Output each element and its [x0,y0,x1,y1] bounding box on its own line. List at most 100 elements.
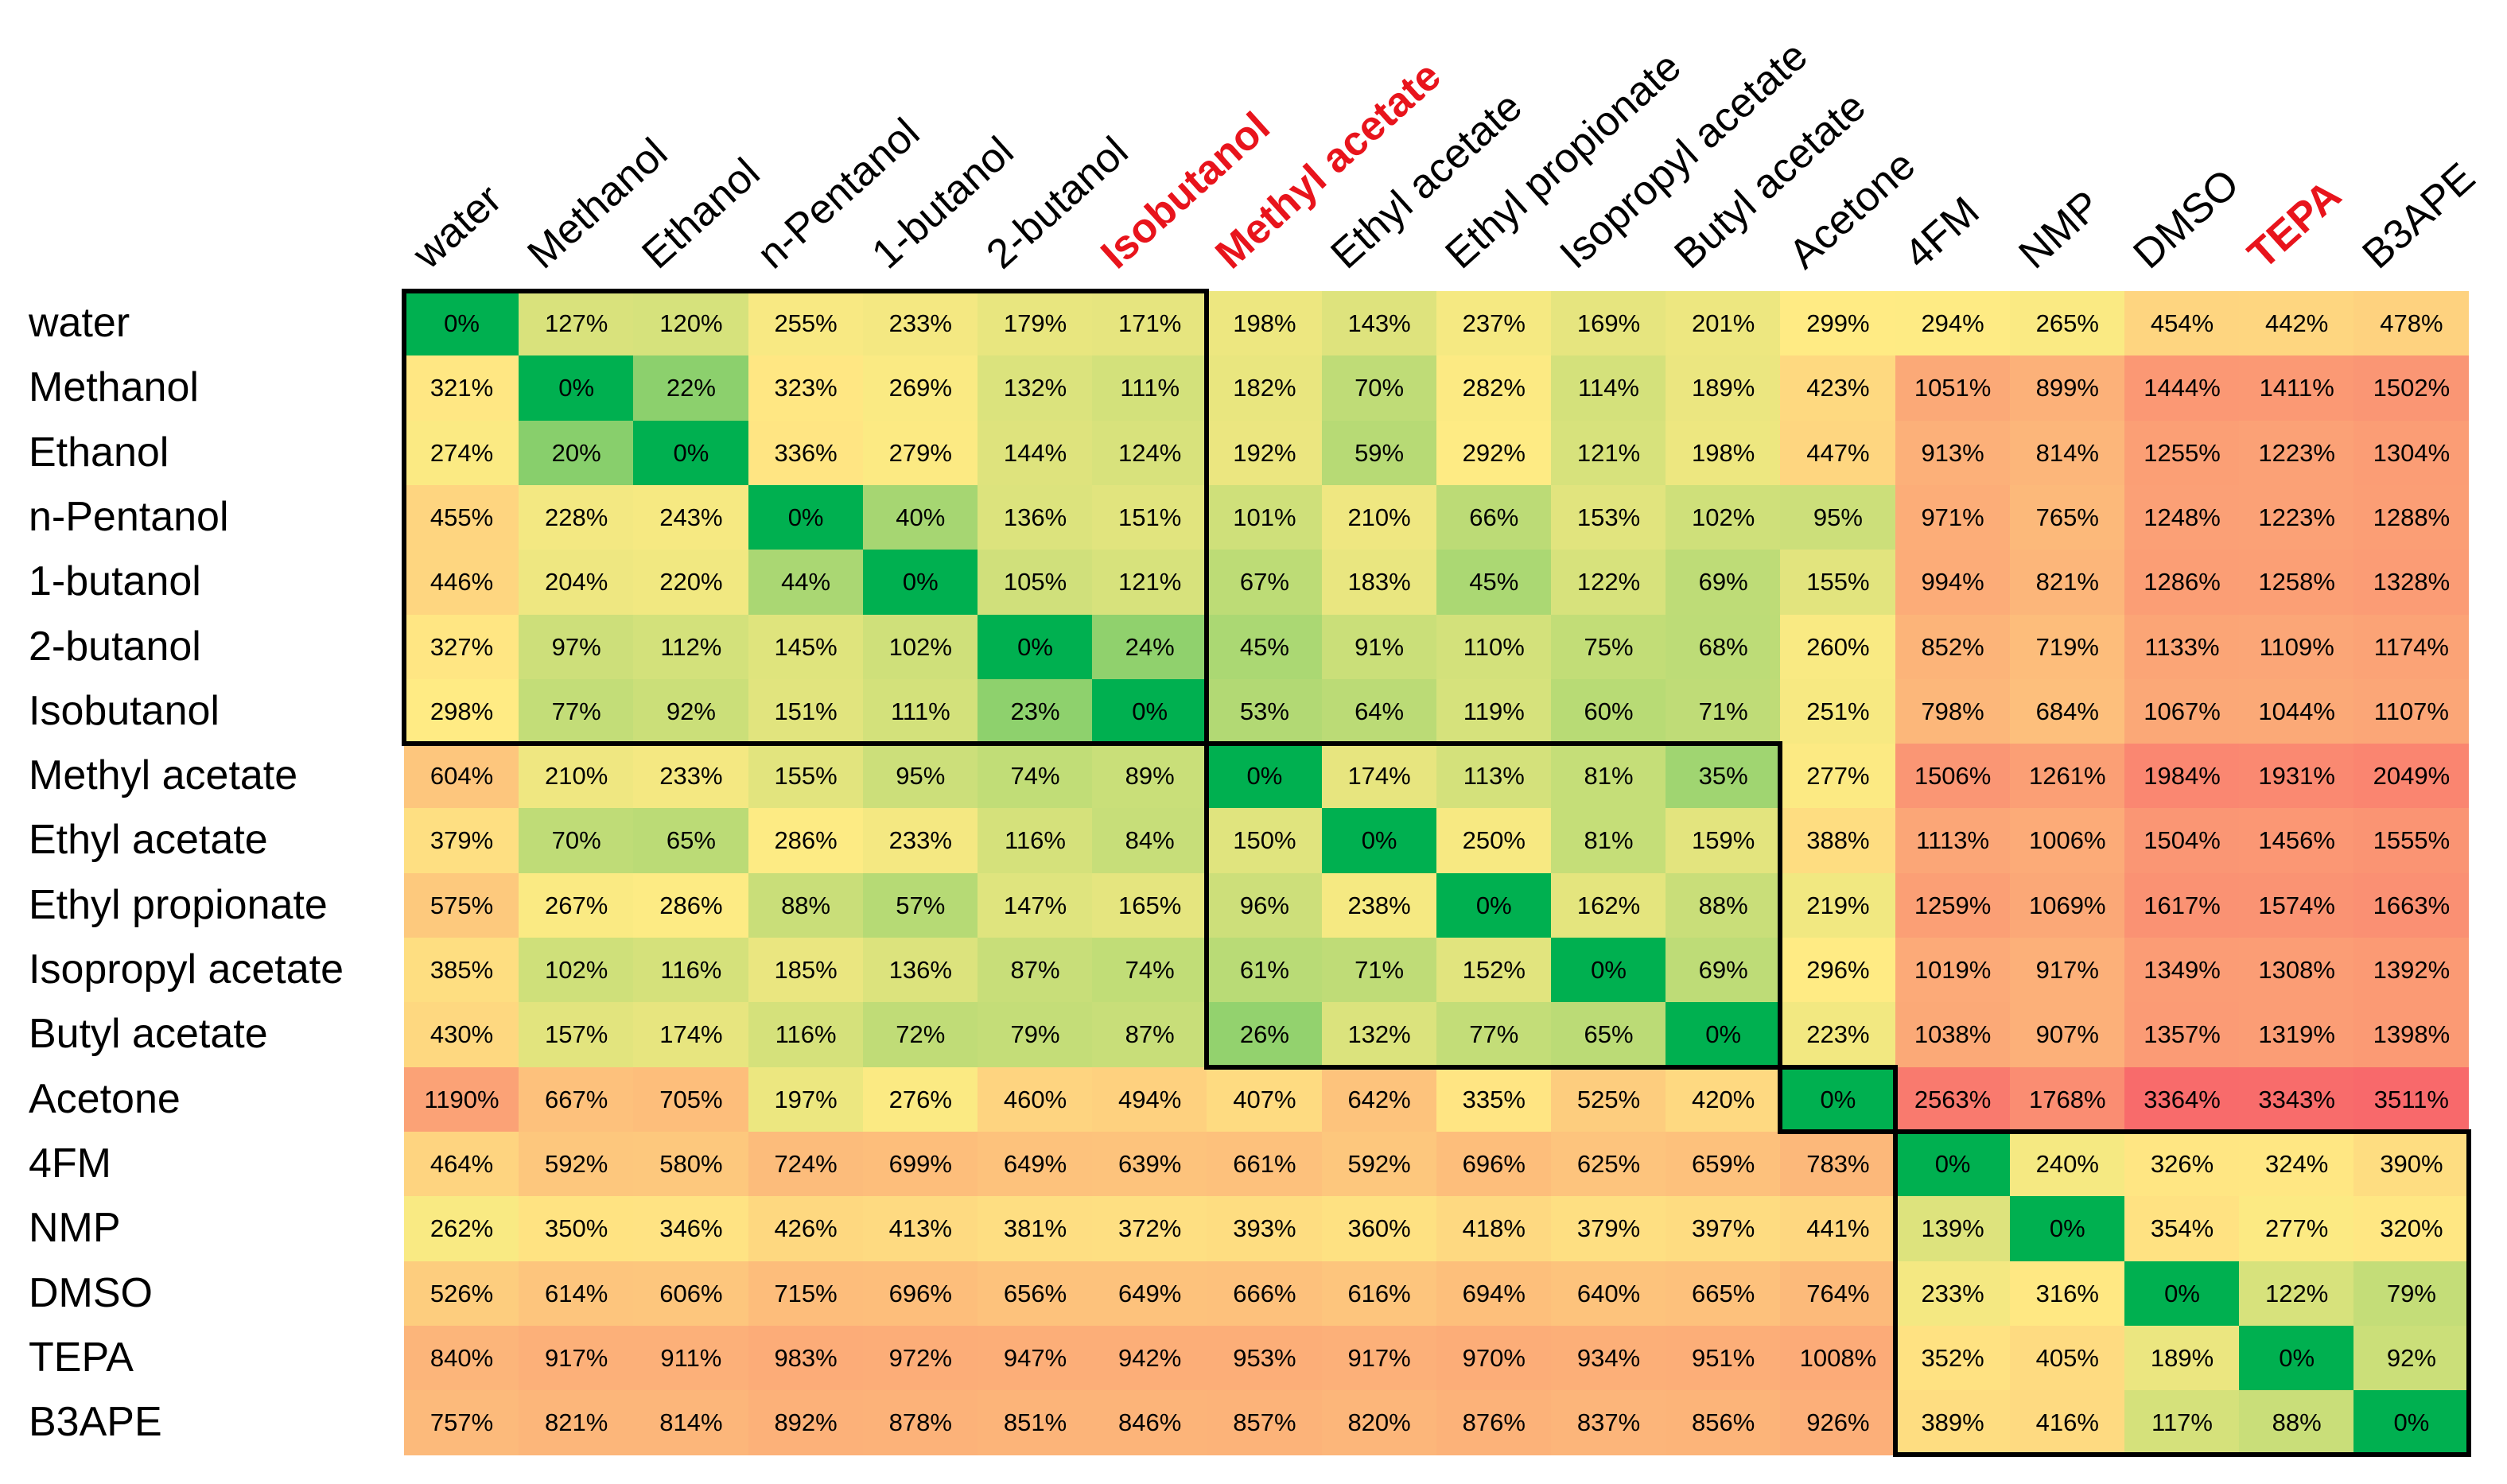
heatmap-cell: 74% [978,744,1093,810]
heatmap-cell: 911% [633,1325,749,1391]
heatmap-cell: 79% [978,1002,1093,1068]
heatmap-cell: 388% [1780,808,1896,874]
heatmap-cell: 420% [1666,1066,1782,1132]
heatmap-cell: 77% [1436,1002,1552,1068]
heatmap-cell: 0% [978,614,1093,680]
heatmap-cell: 162% [1551,872,1666,938]
heatmap-cell: 820% [1321,1390,1437,1456]
row-label: 2-butanol [29,623,201,670]
heatmap-cell: 210% [1321,484,1437,550]
heatmap-cell: 323% [748,355,864,422]
heatmap-cell: 119% [1436,678,1552,744]
heatmap-cell: 934% [1551,1325,1666,1391]
heatmap-cell: 117% [2124,1390,2240,1456]
heatmap-cell: 1223% [2239,420,2355,486]
heatmap-cell: 1663% [2353,872,2470,938]
heatmap-cell: 389% [1895,1390,2011,1456]
heatmap-cell: 385% [404,938,519,1003]
heatmap-cell: 70% [1321,355,1437,422]
heatmap-cell: 122% [2239,1261,2355,1327]
heatmap-cell: 1019% [1895,938,2011,1003]
heatmap-cell: 120% [633,291,749,356]
heatmap-cell: 684% [2009,678,2125,744]
heatmap-cell: 0% [2124,1261,2240,1327]
heatmap-cell: 442% [2239,291,2355,356]
row-label: B3APE [29,1399,162,1446]
heatmap-cell: 84% [1092,808,1208,874]
heatmap-cell: 397% [1666,1196,1782,1262]
heatmap-cell: 95% [1780,484,1896,550]
heatmap-cell: 110% [1436,614,1552,680]
heatmap-cell: 79% [2353,1261,2470,1327]
heatmap-cell: 390% [2353,1131,2470,1197]
heatmap-cell: 113% [1436,744,1552,810]
heatmap-cell: 116% [748,1002,864,1068]
heatmap-cell: 917% [519,1325,635,1391]
heatmap-cell: 0% [1780,1066,1896,1132]
heatmap-cell: 1288% [2353,484,2470,550]
heatmap-cell: 40% [862,484,978,550]
heatmap-cell: 346% [633,1196,749,1262]
heatmap-cell: 183% [1321,550,1437,616]
heatmap-cell: 478% [2353,291,2470,356]
heatmap-cell: 953% [1207,1325,1323,1391]
heatmap-cell: 0% [2239,1325,2355,1391]
heatmap-cell: 88% [2239,1390,2355,1456]
heatmap-cell: 3343% [2239,1066,2355,1132]
heatmap-cell: 69% [1666,938,1782,1003]
heatmap-cell: 649% [978,1131,1093,1197]
heatmap-cell: 274% [404,420,519,486]
heatmap-cell: 0% [2353,1390,2470,1456]
row-label: Ethanol [29,429,169,476]
heatmap-cell: 1006% [2009,808,2125,874]
heatmap-cell: 22% [633,355,749,422]
heatmap-cell: 139% [1895,1196,2011,1262]
heatmap-cell: 286% [633,872,749,938]
heatmap-cell: 1319% [2239,1002,2355,1068]
heatmap-cell: 150% [1207,808,1323,874]
heatmap-cell: 88% [748,872,864,938]
heatmap-cell: 277% [1780,744,1896,810]
heatmap-cell: 1133% [2124,614,2240,680]
row-label: NMP [29,1205,121,1252]
row-label: 1-butanol [29,558,201,605]
heatmap-cell: 298% [404,678,519,744]
heatmap-cell: 446% [404,550,519,616]
heatmap-cell: 59% [1321,420,1437,486]
heatmap-cell: 464% [404,1131,519,1197]
heatmap-cell: 765% [2009,484,2125,550]
heatmap-cell: 87% [978,938,1093,1003]
heatmap-cell: 494% [1092,1066,1208,1132]
heatmap-cell: 132% [1321,1002,1437,1068]
heatmap-cell: 269% [862,355,978,422]
heatmap-cell: 111% [1092,355,1208,422]
heatmap-cell: 265% [2009,291,2125,356]
heatmap-cell: 81% [1551,744,1666,810]
heatmap-cell: 3511% [2353,1066,2470,1132]
heatmap-cell: 65% [1551,1002,1666,1068]
heatmap-cell: 102% [862,614,978,680]
heatmap-cell: 238% [1321,872,1437,938]
heatmap-cell: 1308% [2239,938,2355,1003]
heatmap-cell: 151% [748,678,864,744]
heatmap-cell: 189% [2124,1325,2240,1391]
heatmap-cell: 659% [1666,1131,1782,1197]
heatmap-cell: 354% [2124,1196,2240,1262]
heatmap-cell: 169% [1551,291,1666,356]
heatmap-cell: 1504% [2124,808,2240,874]
heatmap-cell: 159% [1666,808,1782,874]
heatmap-cell: 1456% [2239,808,2355,874]
heatmap-cell: 525% [1551,1066,1666,1132]
heatmap-cell: 143% [1321,291,1437,356]
heatmap-cell: 66% [1436,484,1552,550]
heatmap-cell: 152% [1436,938,1552,1003]
heatmap-cell: 0% [1666,1002,1782,1068]
heatmap-cell: 1984% [2124,744,2240,810]
heatmap-cell: 157% [519,1002,635,1068]
heatmap-cell: 942% [1092,1325,1208,1391]
heatmap-cell: 379% [1551,1196,1666,1262]
heatmap-cell: 121% [1092,550,1208,616]
heatmap-cell: 951% [1666,1325,1782,1391]
heatmap-cell: 102% [1666,484,1782,550]
